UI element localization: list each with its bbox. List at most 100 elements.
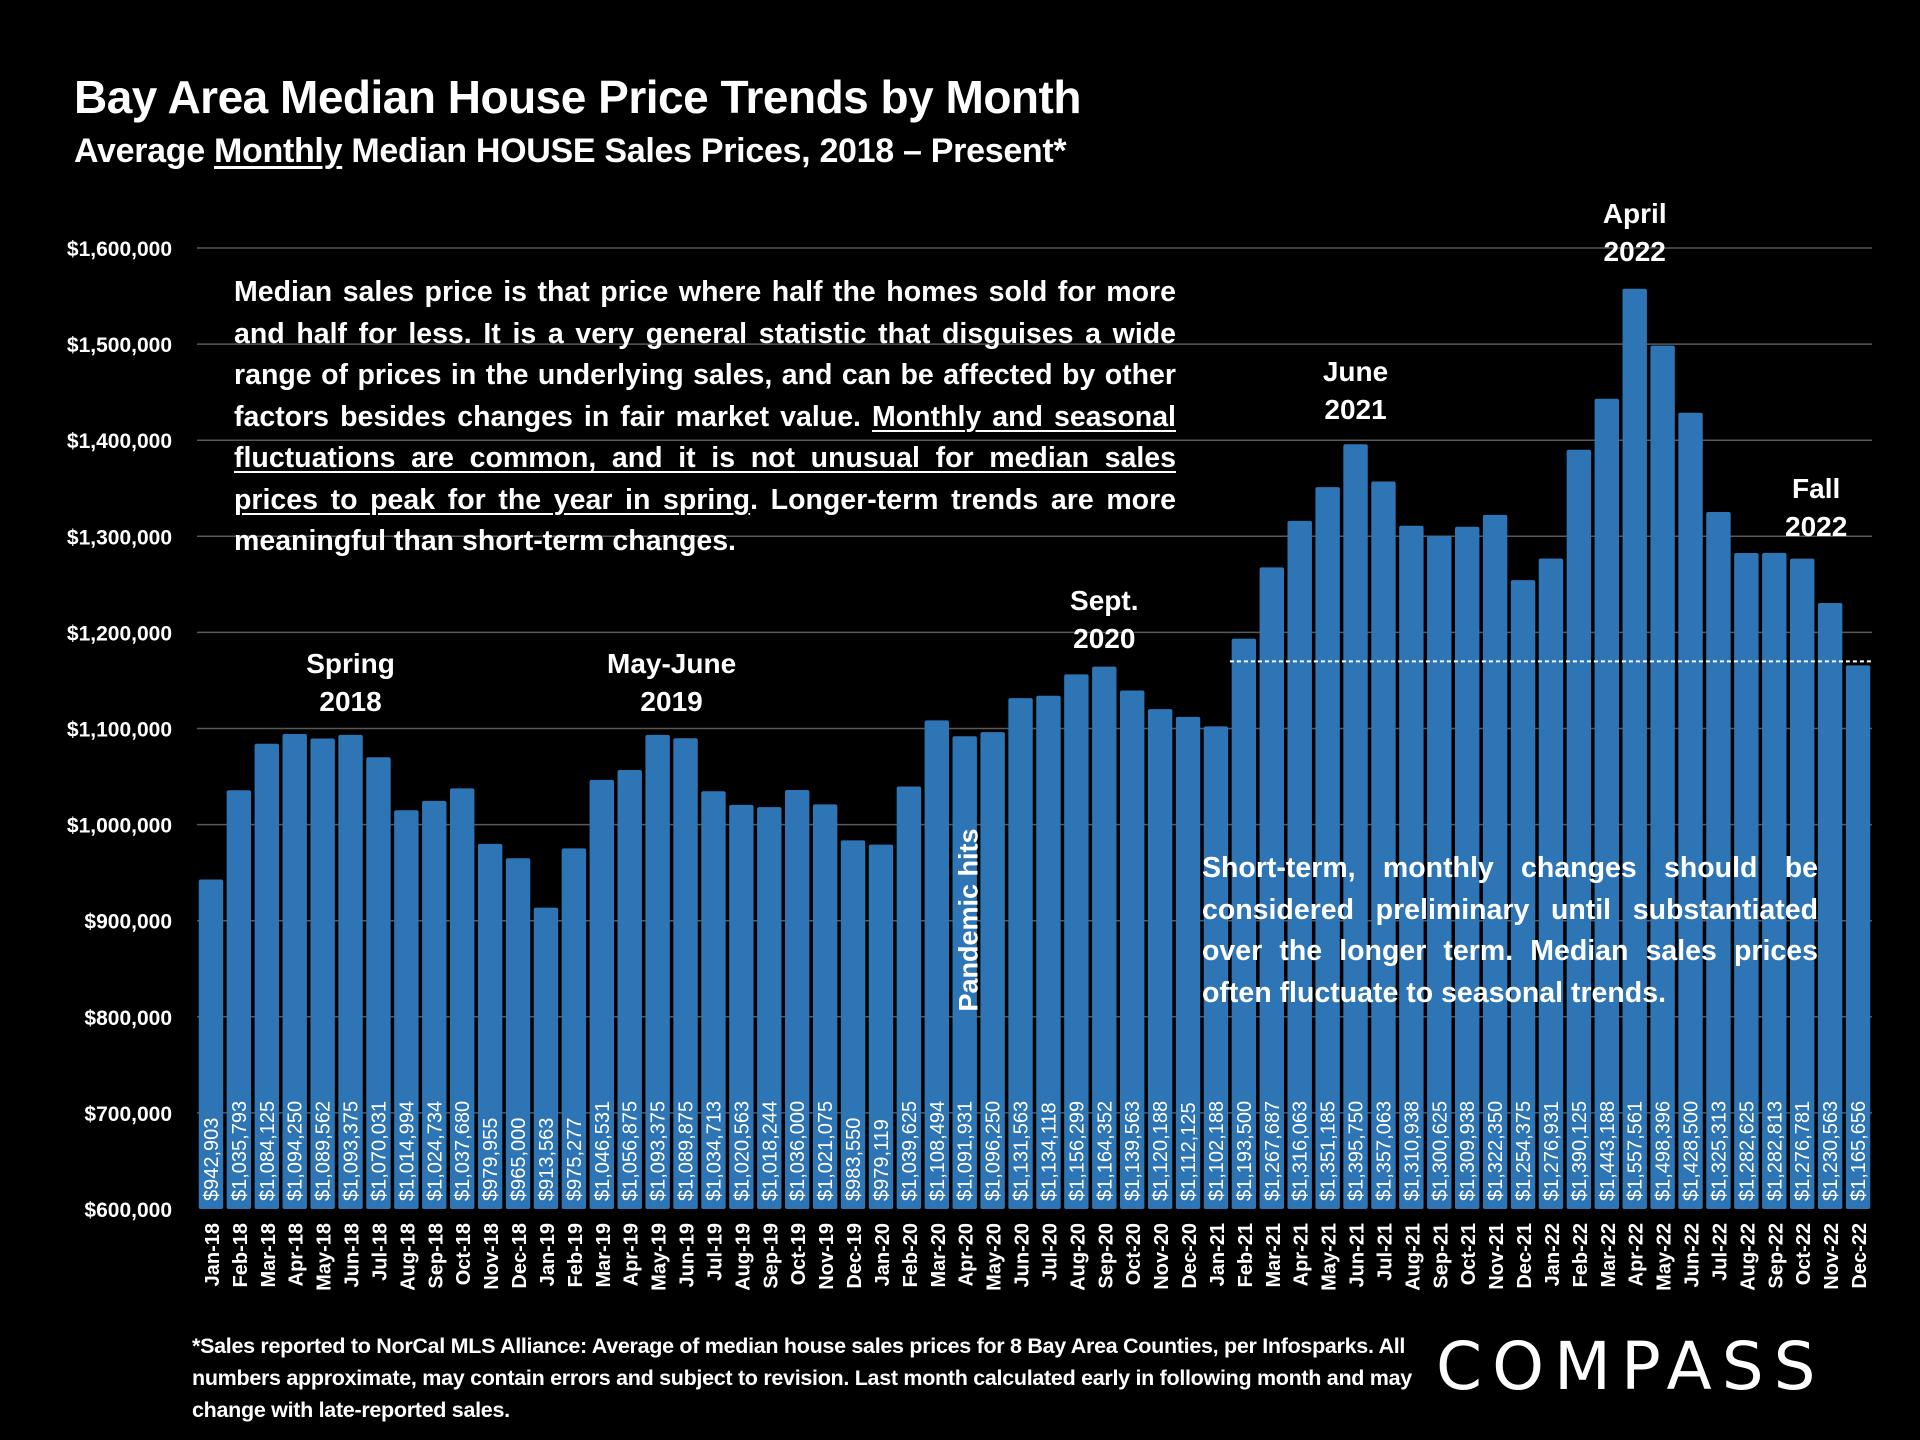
period-annotation: April 2022 (1603, 195, 1667, 271)
bar-value-label: $1,091,931 (955, 1101, 977, 1201)
x-tick-label: Jun-22 (1682, 1223, 1704, 1287)
bar-value-label: $1,557,561 (1625, 1101, 1647, 1201)
bar-value-label: $1,325,313 (1708, 1101, 1730, 1201)
annotation-line-2: 2020 (1073, 623, 1136, 654)
logo-text: COMPASS (1436, 1328, 1826, 1405)
bar-value-label: $1,108,494 (927, 1101, 949, 1201)
bar-value-label: $1,021,075 (815, 1101, 837, 1201)
bar-value-label: $1,316,063 (1290, 1101, 1312, 1201)
bar (254, 743, 279, 1209)
x-tick-label: Aug-19 (732, 1223, 754, 1291)
footnote: *Sales reported to NorCal MLS Alliance: … (192, 1334, 1412, 1422)
subtitle-underlined: Monthly (213, 132, 343, 170)
pandemic-annotation: Pandemic hits (953, 828, 984, 1012)
bar (1845, 665, 1871, 1209)
annotation-line-2: 2022 (1785, 511, 1848, 542)
bar-value-label: $942,903 (201, 1118, 223, 1201)
x-tick-label: Sep-18 (425, 1223, 447, 1289)
bar-value-label: $1,282,625 (1736, 1101, 1758, 1201)
bar-value-label: $1,139,563 (1122, 1101, 1144, 1201)
bar (1203, 726, 1229, 1209)
bar-value-label: $1,089,875 (676, 1101, 698, 1201)
x-tick-label: Sep-20 (1095, 1223, 1117, 1289)
bar (1092, 666, 1117, 1209)
bar (1120, 690, 1145, 1209)
bar-value-label: $1,395,750 (1346, 1101, 1368, 1201)
y-tick-label: $1,400,000 (67, 430, 172, 453)
bar (1315, 487, 1340, 1209)
bar (477, 843, 503, 1209)
x-tick-label: Jan-21 (1207, 1223, 1229, 1286)
bar-value-label: $1,084,125 (257, 1101, 279, 1201)
y-tick-label: $1,300,000 (67, 526, 172, 549)
x-tick-label: Mar-18 (258, 1223, 280, 1287)
x-tick-label: Dec-21 (1514, 1223, 1536, 1289)
bar (729, 804, 754, 1209)
x-tick-label: Jan-18 (202, 1223, 224, 1286)
bar (366, 757, 391, 1209)
annotation-line-1: May-June (607, 648, 737, 679)
x-tick-label: Dec-18 (509, 1223, 531, 1289)
bar-value-label: $979,119 (871, 1119, 893, 1201)
bar-value-label: $1,390,125 (1569, 1101, 1591, 1201)
bar (1259, 567, 1284, 1209)
bar (394, 810, 419, 1209)
note-text-1: Median sales price is that price where h… (234, 276, 1176, 433)
x-tick-label: Jun-20 (1012, 1223, 1034, 1287)
x-tick-label: May-20 (984, 1223, 1006, 1291)
bar-value-label: $1,322,350 (1485, 1101, 1507, 1201)
x-tick-label: Jul-18 (369, 1223, 391, 1281)
bar (1482, 514, 1508, 1209)
bar (701, 791, 726, 1209)
x-tick-label: Sep-19 (760, 1223, 782, 1289)
bar-value-label: $1,034,713 (703, 1101, 725, 1201)
x-tick-label: May-19 (649, 1223, 671, 1291)
bar (924, 720, 949, 1209)
bars (198, 288, 1871, 1210)
period-annotation: Fall 2022 (1785, 470, 1847, 546)
bar-value-label: $913,563 (536, 1118, 558, 1201)
bar-value-label: $1,089,562 (313, 1101, 335, 1201)
bar (1175, 716, 1201, 1209)
x-tick-label: Oct-18 (453, 1223, 475, 1285)
bar-value-label: $1,254,375 (1513, 1101, 1535, 1201)
bar-value-label: $1,024,734 (424, 1101, 446, 1201)
y-tick-label: $1,100,000 (67, 719, 172, 742)
chart-title: Bay Area Median House Price Trends by Mo… (74, 71, 1081, 123)
x-tick-label: Dec-22 (1849, 1223, 1871, 1289)
bar (645, 734, 670, 1209)
bar-value-label: $1,165,656 (1848, 1101, 1870, 1201)
x-tick-label: Apr-18 (286, 1223, 308, 1286)
x-tick-label: Sep-21 (1430, 1223, 1452, 1289)
bar (505, 858, 531, 1209)
bar (896, 786, 922, 1209)
period-annotation: Spring 2018 (306, 645, 395, 721)
bar-value-label: $1,428,500 (1681, 1101, 1703, 1201)
bar (1678, 412, 1703, 1209)
x-tick-label: Jun-21 (1347, 1223, 1369, 1287)
annotation-line-1: Fall (1792, 473, 1841, 504)
y-tick-label: $700,000 (84, 1103, 172, 1126)
x-tick-label: Aug-21 (1402, 1223, 1424, 1291)
bar-value-label: $1,046,531 (592, 1101, 614, 1201)
bar (785, 790, 810, 1209)
bar-value-label: $1,164,352 (1094, 1101, 1116, 1201)
bar-value-labels: $942,903 $1,035,793 $1,084,125 $1,094,250 $1… (201, 1101, 1870, 1201)
period-annotation: June 2021 (1323, 353, 1388, 429)
bar (952, 736, 977, 1209)
x-tick-label: Nov-22 (1821, 1223, 1843, 1290)
x-tick-label: Jul-19 (704, 1223, 726, 1281)
bar (226, 790, 252, 1209)
bar-value-label: $1,351,185 (1318, 1101, 1340, 1201)
period-annotation: May-June 2019 (607, 645, 736, 721)
x-tick-label: Dec-20 (1179, 1223, 1201, 1289)
bar (617, 769, 642, 1209)
bar (533, 907, 559, 1209)
bar (1622, 288, 1647, 1209)
note-underlined-text: Monthly and seasonal fluctuations are co… (234, 400, 1176, 516)
y-tick-label: $800,000 (84, 1007, 172, 1030)
bar (868, 844, 894, 1209)
bar (812, 804, 838, 1209)
bar-value-label: $1,037,680 (452, 1101, 474, 1201)
